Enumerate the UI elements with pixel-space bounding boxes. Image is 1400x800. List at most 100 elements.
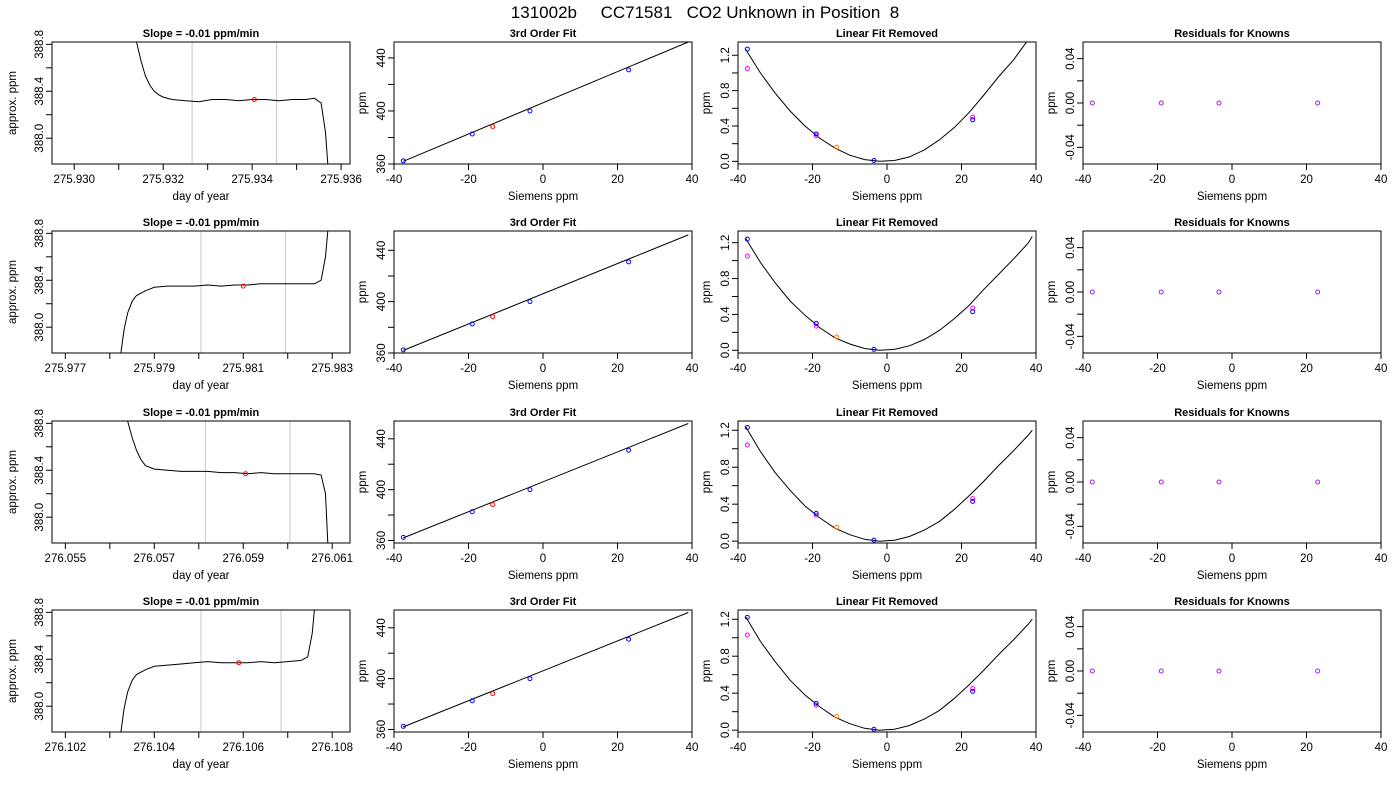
x-tick-label: -40 — [386, 742, 403, 754]
x-tick-label: -20 — [804, 363, 821, 375]
prior-point — [744, 632, 750, 638]
trace-line — [127, 421, 329, 543]
x-tick-label: 276.106 — [222, 742, 264, 754]
unknown-point — [490, 501, 496, 507]
x-axis-label: day of year — [173, 191, 230, 203]
x-tick-label: -20 — [804, 174, 821, 186]
x-tick-label: -40 — [730, 363, 747, 375]
plot-data — [400, 612, 689, 729]
unknown-point — [834, 713, 840, 719]
x-tick-label: -20 — [460, 363, 477, 375]
x-axis-label: day of year — [173, 380, 230, 392]
y-tick-label: 440 — [376, 48, 388, 67]
y-tick-label: 0.0 — [720, 722, 732, 738]
panel-fit-3: 3rd Order Fit Siemens ppm ppm -40 -20 0 20 40 36… — [357, 407, 698, 582]
residual-curve — [745, 236, 1033, 351]
x-tick-label: 20 — [611, 363, 624, 375]
residual-point — [1089, 479, 1095, 485]
plot-frame — [51, 230, 351, 354]
y-tick-label: 0.8 — [720, 648, 732, 664]
residual-point — [1216, 289, 1222, 295]
y-tick-label: 440 — [376, 429, 388, 448]
x-tick-label: 40 — [1375, 553, 1388, 565]
panel-residuals-2: Residuals for Knowns Siemens ppm ppm -40 -20… — [1046, 217, 1387, 392]
x-axis-label: Siemens ppm — [508, 380, 578, 392]
mean-marker — [236, 660, 242, 666]
y-tick-label: 400 — [376, 669, 388, 688]
y-tick-label: 0.04 — [1065, 615, 1077, 638]
known-point — [813, 700, 819, 706]
known-point — [970, 117, 976, 123]
residual-curve — [745, 426, 1033, 542]
y-tick-label: 1.2 — [720, 422, 732, 438]
unknown-point — [834, 524, 840, 530]
residual-point — [1158, 289, 1164, 295]
known-point — [744, 46, 750, 52]
x-tick-label: 40 — [1375, 174, 1388, 186]
panel-title: 3rd Order Fit — [510, 596, 577, 608]
y-tick-label: 388.4 — [34, 265, 46, 294]
y-tick-label: 360 — [376, 154, 388, 173]
plot-data — [1089, 100, 1321, 106]
y-tick-label: 0.00 — [1065, 92, 1077, 114]
residual-point — [1315, 479, 1321, 485]
x-axis-label: day of year — [173, 570, 230, 582]
x-tick-label: 40 — [686, 553, 699, 565]
panel-fit-2: 3rd Order Fit Siemens ppm ppm -40 -20 0 20 40 36… — [357, 217, 698, 392]
x-tick-label: 276.102 — [45, 742, 87, 754]
panel-title: Residuals for Knowns — [1174, 407, 1290, 419]
known-point — [970, 498, 976, 504]
y-tick-label: 0.8 — [720, 459, 732, 475]
plot-data — [1089, 479, 1321, 485]
panel-title: Linear Fit Removed — [836, 407, 938, 419]
panel-title: Linear Fit Removed — [836, 217, 938, 229]
residual-point — [1216, 100, 1222, 106]
plot-data — [744, 42, 1028, 163]
known-point — [400, 534, 406, 540]
x-tick-label: 40 — [1030, 742, 1043, 754]
known-point — [813, 320, 819, 326]
x-axis-label: Siemens ppm — [508, 759, 578, 771]
y-tick-label: -0.04 — [1065, 513, 1077, 540]
prior-point — [813, 323, 819, 329]
y-axis-label: approx. ppm — [7, 260, 19, 324]
y-tick-label: 1.2 — [720, 47, 732, 63]
x-tick-label: 40 — [686, 363, 699, 375]
plot-data — [744, 236, 1033, 352]
x-tick-label: 0 — [540, 363, 546, 375]
fit-line — [403, 423, 689, 539]
plot-data — [744, 614, 1033, 732]
y-tick-label: 0.8 — [720, 271, 732, 287]
residual-point — [1315, 668, 1321, 674]
trace-line — [136, 42, 329, 164]
fit-line — [403, 42, 689, 162]
x-tick-label: 0 — [1229, 553, 1235, 565]
unknown-point — [834, 334, 840, 340]
known-point — [400, 723, 406, 729]
x-tick-label: -40 — [386, 363, 403, 375]
trace-line — [120, 231, 329, 353]
known-point — [813, 510, 819, 516]
known-point — [626, 67, 632, 73]
known-point — [871, 346, 877, 352]
x-tick-label: 275.981 — [222, 363, 264, 375]
known-point — [871, 537, 877, 543]
x-axis-label: Siemens ppm — [1197, 570, 1267, 582]
plot-frame — [51, 420, 351, 544]
unknown-point — [490, 123, 496, 129]
x-tick-label: 275.934 — [231, 174, 273, 186]
y-tick-label: 360 — [376, 531, 388, 550]
residual-point — [1158, 479, 1164, 485]
x-tick-label: -40 — [1075, 174, 1092, 186]
known-point — [626, 447, 632, 453]
page-title: 131002b CC71581 CO2 Unknown in Position … — [511, 3, 899, 22]
panel-title: 3rd Order Fit — [510, 28, 577, 40]
prior-point — [970, 114, 976, 120]
x-tick-label: 20 — [1300, 553, 1313, 565]
y-tick-label: 0.00 — [1065, 281, 1077, 303]
y-tick-label: 388.8 — [34, 598, 46, 627]
panel-title: Residuals for Knowns — [1174, 217, 1290, 229]
x-tick-label: -40 — [1075, 363, 1092, 375]
x-tick-label: 20 — [611, 174, 624, 186]
y-tick-label: 400 — [376, 292, 388, 311]
